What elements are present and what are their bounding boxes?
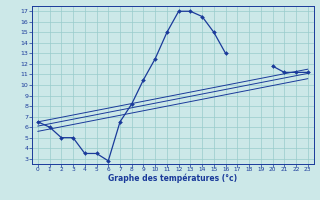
X-axis label: Graphe des températures (°c): Graphe des températures (°c) [108, 174, 237, 183]
